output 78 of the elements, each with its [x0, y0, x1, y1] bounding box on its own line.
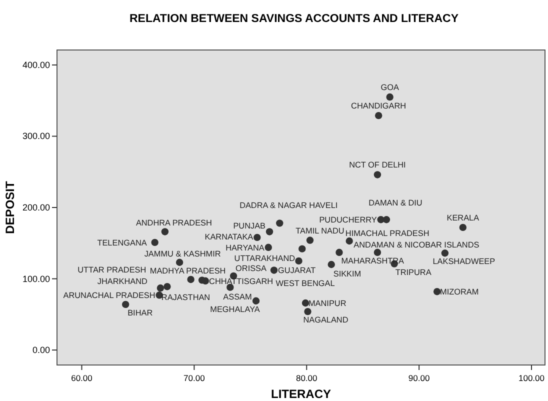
annotation: JHARKHAND [97, 277, 148, 286]
y-tick-label: 100.00 [22, 274, 50, 284]
y-tick-label: 400.00 [22, 60, 50, 70]
y-tick-label: 0.00 [32, 345, 50, 356]
annotation: UTTARAKHAND [234, 254, 296, 263]
point [374, 171, 382, 178]
annotation: WEST BENGAL [276, 278, 336, 288]
annotation: LAKSHADWEEP [432, 257, 496, 266]
annotation: MIZORAM [440, 288, 479, 297]
y-tick-label: 200.00 [22, 202, 50, 212]
point [156, 284, 164, 292]
point [264, 244, 272, 252]
point [176, 258, 184, 266]
annotation: NAGALAND [303, 316, 348, 325]
point [328, 260, 335, 268]
annotation: SIKKIM [333, 270, 362, 279]
annotation: KARNATAKA [204, 232, 254, 242]
annotation: ANDAMAN & NICOBAR ISLANDS [354, 240, 480, 250]
y-axis-title: DEPOSIT [3, 180, 17, 234]
annotation: GUJARAT [278, 266, 316, 276]
annotation: DADRA & NAGAR HAVELI [240, 201, 338, 210]
point [187, 276, 194, 284]
annotation: CHHATTISGARH [209, 277, 274, 286]
point [254, 234, 261, 242]
point [302, 299, 310, 307]
point [374, 112, 382, 120]
annotation: NCT OF DELHI [349, 160, 406, 170]
annotation: ORISSA [236, 264, 268, 273]
annotation: HARYANA [226, 243, 265, 252]
annotation: TRIPURA [395, 268, 432, 277]
point [252, 297, 260, 304]
point [298, 245, 306, 252]
y-tick-label: 300.00 [22, 131, 50, 142]
point [151, 238, 158, 246]
annotation: ARUNACHAL PRADESH [63, 291, 156, 300]
chart-title: RELATION BETWEEN SAVINGS ACCOUNTS AND LITERACY [129, 13, 459, 25]
point [276, 220, 284, 227]
annotation: HIMACHAL PRADESH [345, 228, 430, 238]
x-axis-title: LITERACY [271, 387, 331, 401]
point [270, 266, 278, 274]
point [346, 237, 353, 245]
point [306, 236, 314, 244]
annotation: ASSAM [223, 292, 252, 302]
annotation: PUNJAB [233, 222, 266, 231]
point [459, 224, 467, 232]
point [374, 248, 382, 256]
annotation: ANDHRA PRADESH [136, 218, 212, 228]
annotation: MADHYA PRADESH [150, 266, 226, 276]
annotation: DAMAN & DIU [368, 198, 422, 208]
x-tick-label: 80.00 [296, 373, 318, 383]
annotation: TAMIL NADU [296, 226, 344, 236]
annotation: MEGHALAYA [210, 304, 260, 314]
annotation: PUDUCHERRY [319, 216, 378, 225]
point [164, 283, 171, 290]
point [382, 216, 390, 224]
point [386, 93, 394, 101]
annotation: UTTAR PRADESH [78, 266, 146, 275]
point [266, 228, 274, 236]
point [433, 288, 441, 296]
x-tick-label: 100.00 [518, 373, 545, 383]
x-tick-label: 60.00 [71, 373, 93, 383]
annotation: KERALA [446, 213, 480, 222]
x-tick-label: 90.00 [408, 373, 430, 383]
point [304, 308, 312, 316]
annotation: JAMMU & KASHMIR [144, 249, 221, 258]
annotation: BIHAR [128, 308, 153, 318]
annotation: TELENGANA [97, 238, 148, 248]
point [161, 228, 169, 236]
point [122, 300, 130, 308]
annotation: RAJASTHAN [161, 292, 210, 302]
point [441, 250, 449, 257]
point [156, 292, 163, 299]
point [295, 257, 302, 265]
annotation: MANIPUR [308, 299, 346, 308]
annotation: CHANDIGARH [351, 102, 406, 111]
annotation: GOA [380, 83, 400, 92]
point [336, 248, 343, 256]
x-tick-label: 70.00 [184, 373, 206, 383]
